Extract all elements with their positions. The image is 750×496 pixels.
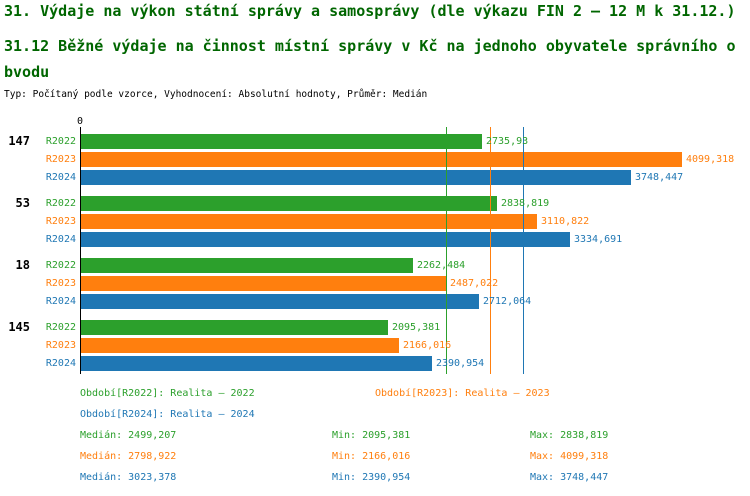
category-label-147: 147 — [8, 134, 30, 148]
stat-min-r2024: Min: 2390,954 — [332, 472, 411, 483]
stat-min-r2022: Min: 2095,381 — [332, 430, 411, 441]
value-label-r2023-18: 2487,022 — [450, 278, 499, 289]
value-label-r2023-53: 3110,822 — [541, 216, 590, 227]
bar-r2024-145 — [81, 356, 432, 371]
median-line-r2022 — [446, 127, 447, 374]
series-label-r2024-147: R2024 — [45, 172, 76, 183]
category-label-145: 145 — [8, 320, 30, 334]
bar-r2023-147 — [81, 152, 682, 167]
value-label-r2024-145: 2390,954 — [436, 358, 485, 369]
legend-r2023: Období[R2023]: Realita – 2023 — [375, 388, 550, 399]
median-line-r2023 — [490, 127, 491, 374]
series-label-r2024-53: R2024 — [45, 234, 76, 245]
series-label-r2023-145: R2023 — [45, 340, 76, 351]
legend-r2024: Období[R2024]: Realita – 2024 — [80, 409, 255, 420]
y-axis-line — [80, 127, 81, 374]
stat-median-r2024: Medián: 3023,378 — [80, 472, 177, 483]
bar-r2024-147 — [81, 170, 631, 185]
report-title: 31. Výdaje na výkon státní správy a samo… — [4, 2, 736, 20]
series-label-r2022-145: R2022 — [45, 322, 76, 333]
value-label-r2022-147: 2735,93 — [486, 136, 529, 147]
stat-max-r2022: Max: 2838,819 — [530, 430, 609, 441]
bar-chart: 0 147 R2022 2735,93 R2023 4099,318 R2024 3748,… — [0, 115, 750, 381]
bar-r2022-53 — [81, 196, 497, 211]
value-label-r2022-53: 2838,819 — [501, 198, 550, 209]
value-label-r2022-145: 2095,381 — [392, 322, 441, 333]
bar-r2024-18 — [81, 294, 479, 309]
stat-median-r2022: Medián: 2499,207 — [80, 430, 177, 441]
bar-r2022-18 — [81, 258, 413, 273]
series-label-r2024-145: R2024 — [45, 358, 76, 369]
stat-min-r2023: Min: 2166,016 — [332, 451, 411, 462]
indicator-meta: Typ: Počítaný podle vzorce, Vyhodnocení:… — [4, 89, 428, 100]
legend-r2022: Období[R2022]: Realita – 2022 — [80, 388, 255, 399]
value-label-r2023-145: 2166,016 — [403, 340, 452, 351]
category-label-18: 18 — [15, 258, 30, 272]
value-label-r2024-53: 3334,691 — [574, 234, 623, 245]
bar-r2022-145 — [81, 320, 388, 335]
stat-max-r2023: Max: 4099,318 — [530, 451, 609, 462]
value-label-r2023-147: 4099,318 — [686, 154, 735, 165]
indicator-title: 31.12 Běžné výdaje na činnost místní spr… — [4, 37, 736, 81]
value-label-r2024-18: 2712,064 — [483, 296, 532, 307]
bar-r2022-147 — [81, 134, 482, 149]
series-label-r2023-53: R2023 — [45, 216, 76, 227]
bar-r2023-18 — [81, 276, 446, 291]
series-label-r2024-18: R2024 — [45, 296, 76, 307]
series-label-r2022-18: R2022 — [45, 260, 76, 271]
bar-r2024-53 — [81, 232, 570, 247]
series-label-r2023-18: R2023 — [45, 278, 76, 289]
stat-median-r2023: Medián: 2798,922 — [80, 451, 177, 462]
stat-max-r2024: Max: 3748,447 — [530, 472, 609, 483]
bar-r2023-53 — [81, 214, 537, 229]
series-label-r2022-53: R2022 — [45, 198, 76, 209]
series-label-r2022-147: R2022 — [45, 136, 76, 147]
value-label-r2022-18: 2262,484 — [417, 260, 466, 271]
bar-r2023-145 — [81, 338, 399, 353]
value-label-r2024-147: 3748,447 — [635, 172, 684, 183]
series-label-r2023-147: R2023 — [45, 154, 76, 165]
axis-zero-label: 0 — [76, 116, 84, 127]
median-line-r2024 — [523, 127, 524, 374]
category-label-53: 53 — [15, 196, 30, 210]
